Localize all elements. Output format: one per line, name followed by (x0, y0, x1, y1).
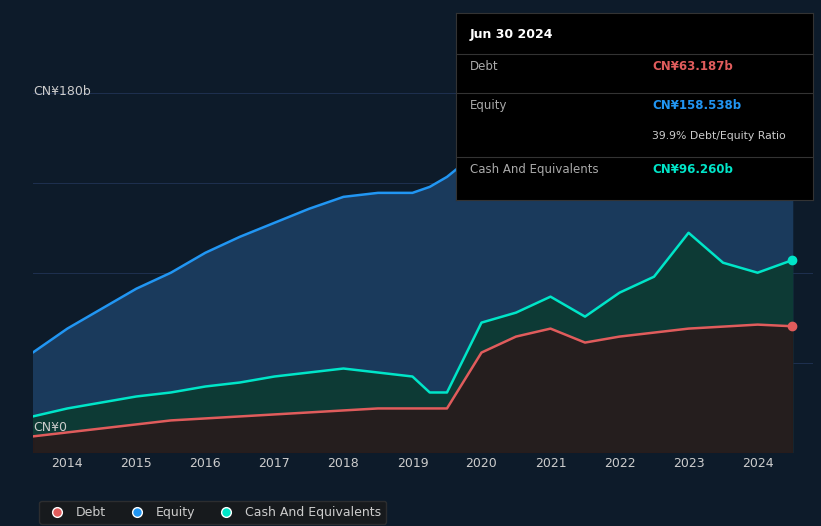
Text: CN¥63.187b: CN¥63.187b (652, 60, 733, 73)
Text: CN¥0: CN¥0 (34, 421, 67, 433)
Text: CN¥180b: CN¥180b (34, 85, 91, 97)
Legend: Debt, Equity, Cash And Equivalents: Debt, Equity, Cash And Equivalents (39, 501, 386, 524)
Text: Jun 30 2024: Jun 30 2024 (470, 28, 553, 41)
Text: 39.9% Debt/Equity Ratio: 39.9% Debt/Equity Ratio (652, 131, 786, 141)
Text: CN¥158.538b: CN¥158.538b (652, 99, 741, 112)
Text: CN¥96.260b: CN¥96.260b (652, 163, 733, 176)
Text: Equity: Equity (470, 99, 507, 112)
Text: Cash And Equivalents: Cash And Equivalents (470, 163, 599, 176)
Text: Debt: Debt (470, 60, 498, 73)
